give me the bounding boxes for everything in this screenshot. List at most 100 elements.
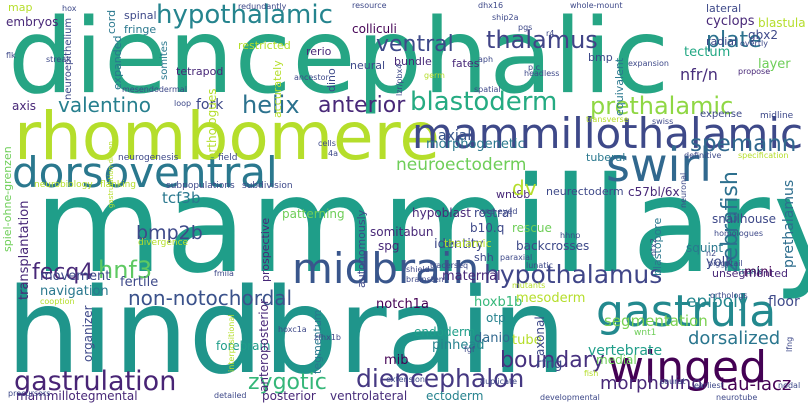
word-earliest: earliest: [694, 381, 724, 390]
word-hox: hox: [62, 4, 77, 13]
word-hhnp: hhnp: [560, 231, 581, 240]
word-flk: flk: [6, 51, 16, 60]
word-p-c: p.c: [528, 63, 541, 72]
word-hypoblast: hypoblast: [412, 206, 471, 220]
word-expansion: expansion: [628, 59, 669, 68]
word-fgf: fgf: [464, 345, 475, 354]
word-navigation: navigation: [40, 284, 109, 299]
word-divergence: divergence: [138, 238, 189, 248]
word-transplantation: transplantation: [17, 200, 32, 300]
word-blastoderm: blastoderm: [410, 87, 558, 117]
word-subpopulations: subpopulations: [166, 181, 235, 191]
word-prospective: prospective: [259, 217, 272, 282]
word-interpositional: interpositional: [227, 314, 236, 372]
word-orthologues: orthologues: [205, 88, 219, 160]
word-patterning: patterning: [282, 207, 345, 221]
word-unsegmented: unsegmented: [712, 267, 788, 280]
word-otx2: otx2: [649, 238, 658, 256]
word-dhx16: dhx16: [478, 1, 504, 10]
word-lzr-pbx4: lzr/pbx4: [395, 63, 404, 96]
word-fertile: fertile: [120, 275, 159, 290]
word-lateral: lateral: [706, 2, 742, 15]
word-accurately: accurately: [271, 60, 284, 118]
word-c57bl-6x: c57bl/6x: [628, 185, 680, 199]
word-neurotube: neurotube: [716, 393, 758, 402]
word-hindbrain: hindbrain: [6, 262, 567, 400]
word-hypothalamic: hypothalamic: [156, 0, 333, 30]
word-neurectoderm: neurectoderm: [546, 185, 624, 198]
word-fates: fates: [452, 57, 480, 70]
word-spg: spg: [378, 239, 400, 253]
word-neurobiology: neurobiology: [34, 180, 93, 190]
word-thalamus: thalamus: [486, 26, 598, 54]
word-ventrolateral: ventrolateral: [330, 389, 408, 403]
word-cyclops: cyclops: [706, 14, 755, 29]
word-detailed: detailed: [214, 391, 247, 400]
word-4a: 4a: [328, 149, 338, 158]
word-tectum: tectum: [684, 45, 731, 60]
word-yolk: yolk: [706, 255, 733, 270]
word-developmental: developmental: [540, 393, 600, 402]
word-segmentation: segmentation: [604, 312, 708, 330]
word-medial: medial: [596, 353, 637, 367]
word-neuroectoderm: neuroectoderm: [396, 155, 527, 175]
word-mammillothalamic: mammillothalamic: [412, 109, 804, 158]
word-gastrula: gastrula: [596, 286, 777, 337]
word-streak: streak: [46, 55, 71, 64]
word-b10-q: b10.q: [470, 221, 505, 235]
word-r4: r4: [546, 29, 555, 38]
word-axis: axis: [12, 99, 37, 113]
word-gastrulation-driven: gastrulation-driven: [107, 141, 115, 208]
word-paraxial: paraxial: [500, 253, 533, 262]
word-zfhx1b: zfhx1b: [314, 333, 341, 342]
word-mutants: mutants: [512, 281, 546, 290]
word-hoxc1a: hoxc1a: [278, 325, 307, 334]
word-tracerseq: tracerseq: [430, 261, 469, 270]
word-midbrain: midbrain: [292, 244, 480, 293]
word-blastula: blastula: [758, 16, 806, 30]
word-mini: mini: [744, 265, 773, 280]
word-tau-lacz: tau-lacz: [720, 374, 792, 395]
word-somites: somites: [159, 40, 170, 80]
word-posterior: posterior: [262, 389, 316, 403]
word-backcrosses: backcrosses: [516, 239, 590, 253]
word-shield: shield: [406, 265, 430, 274]
word-non-notochordal: non-notochordal: [128, 286, 293, 310]
word-otp: otp: [486, 311, 506, 325]
word-danio: danio: [474, 331, 511, 346]
word-trunk: trunk: [738, 267, 762, 277]
word-pgs: pgs: [518, 23, 533, 32]
word-plate: plate: [706, 28, 762, 53]
word-somitabun: somitabun: [370, 225, 434, 239]
word-specification: specification: [738, 151, 789, 160]
word-tuberal: tuberal: [586, 151, 626, 164]
word-headless: headless: [524, 69, 560, 78]
word-swirl: swirl: [606, 138, 713, 192]
word-neuronal: neuronal: [679, 172, 688, 208]
word-dv: dv: [512, 176, 537, 200]
word-spiel-ohne-grenzen: spiel-ohne-grenzen: [1, 146, 14, 252]
word-fmila: fmila: [214, 269, 234, 278]
word-endoderm: endoderm: [414, 325, 476, 339]
word-neural: neural: [350, 59, 386, 72]
word-tcf3b: tcf3b: [162, 189, 201, 207]
word-wnt1: wnt1: [634, 328, 657, 338]
word-nfr-n: nfr/n: [680, 65, 718, 84]
word-notch1a: notch1a: [376, 297, 429, 312]
word-anteroposterior: anteroposterior: [257, 299, 271, 392]
word-pinhead: pinhead: [432, 338, 485, 353]
word-extension: extension: [386, 375, 425, 384]
word-axial: axial: [438, 128, 472, 144]
word-rescue: rescue: [512, 221, 552, 235]
word-epiboly: epiboly: [686, 292, 748, 312]
word-maternal: maternal: [442, 269, 501, 284]
word-radial: radial: [706, 35, 738, 48]
word-resource: resource: [352, 1, 387, 10]
word-tetrapod: tetrapod: [176, 65, 224, 78]
word-homologues: homologues: [714, 229, 764, 238]
word-mesendodermal: mesendodermal: [122, 85, 187, 94]
word-piggytail: piggytail: [708, 259, 743, 268]
word-hoxb1b: hoxb1b: [474, 295, 523, 310]
word-axonal: axonal: [533, 316, 547, 356]
